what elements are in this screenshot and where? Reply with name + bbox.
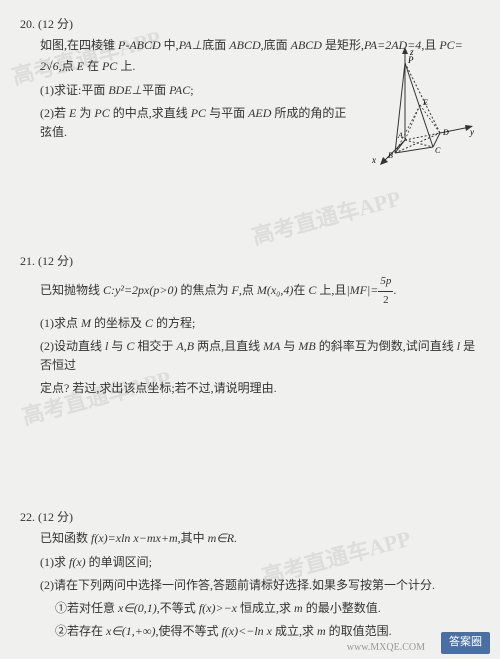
svg-text:y: y (469, 127, 474, 137)
problem-text: 已知函数 f(x)=xln x−mx+m,其中 m∈R. (20, 529, 480, 548)
sub-question-2: (2)请在下列两问中选择一问作答,答题前请标好选择.如果多写按第一个计分. (20, 576, 480, 595)
svg-text:D: D (442, 128, 449, 137)
sub-question-2: (2)若 E 为 PC 的中点,求直线 PC 与平面 AED 所成的角的正弦值. (20, 104, 350, 142)
sub-question-2-1: ①若对任意 x∈(0,1),不等式 f(x)>−x 恒成立,求 m 的最小整数值… (20, 599, 480, 618)
page-content: 20. (12 分) 如图,在四棱锥 P-ABCD 中,PA⊥底面 ABCD,底… (20, 15, 480, 641)
svg-text:B: B (388, 151, 393, 160)
problem-20: 20. (12 分) 如图,在四棱锥 P-ABCD 中,PA⊥底面 ABCD,底… (20, 15, 480, 222)
footer-url: www.MXQE.COM (347, 640, 425, 656)
svg-text:P: P (407, 55, 414, 65)
problem-points: (12 分) (38, 510, 73, 524)
problem-number: 21. (20, 254, 35, 268)
problem-points: (12 分) (38, 17, 73, 31)
pyramid-diagram: z x y P (370, 45, 480, 165)
sub-question-2-line2: 定点? 若过,求出该点坐标;若不过,请说明理由. (20, 379, 480, 398)
svg-text:A: A (397, 131, 403, 140)
problem-22: 22. (12 分) 已知函数 f(x)=xln x−mx+m,其中 m∈R. … (20, 508, 480, 641)
svg-text:x: x (371, 155, 376, 165)
problem-number: 22. (20, 510, 35, 524)
sub-question-2: (2)设动直线 l 与 C 相交于 A,B 两点,且直线 MA 与 MB 的斜率… (20, 337, 480, 375)
problem-points: (12 分) (38, 254, 73, 268)
sub-question-1: (1)求点 M 的坐标及 C 的方程; (20, 314, 480, 333)
problem-text: 已知抛物线 C:y²=2px(p>0) 的焦点为 F,点 M(x₀,4)在 C … (20, 273, 480, 309)
sub-question-2-2: ②若存在 x∈(1,+∞),使得不等式 f(x)<−ln x 成立,求 m 的取… (20, 622, 480, 641)
svg-text:C: C (435, 146, 441, 155)
svg-text:E: E (422, 98, 428, 107)
sub-question-1: (1)求 f(x) 的单调区间; (20, 553, 480, 572)
problem-number: 20. (20, 17, 35, 31)
problem-21: 21. (12 分) 已知抛物线 C:y²=2px(p>0) 的焦点为 F,点 … (20, 252, 480, 478)
